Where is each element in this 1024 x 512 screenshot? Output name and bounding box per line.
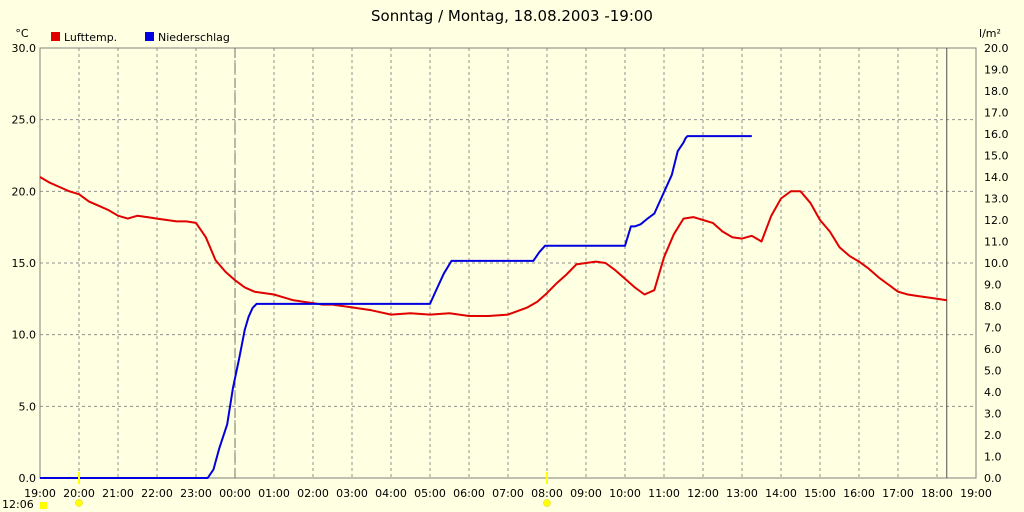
sun-marker-icon <box>543 499 551 507</box>
footer-label: 12:06 <box>2 498 34 511</box>
x-tick-label: 10:00 <box>609 487 641 500</box>
x-tick-label: 16:00 <box>843 487 875 500</box>
x-tick-label: 02:00 <box>297 487 329 500</box>
y-right-tick-label: 5.0 <box>984 365 1002 378</box>
y-left-unit: °C <box>15 27 29 40</box>
series-lines <box>39 135 947 479</box>
y-right-tick-label: 18.0 <box>984 85 1009 98</box>
y-right-tick-label: 0.0 <box>984 472 1002 485</box>
x-tick-label: 20:00 <box>63 487 95 500</box>
y-right-tick-label: 10.0 <box>984 257 1009 270</box>
y-right-tick-label: 8.0 <box>984 300 1002 313</box>
x-tick-label: 18:00 <box>921 487 953 500</box>
y-right-tick-label: 11.0 <box>984 236 1009 249</box>
y-right-tick-label: 15.0 <box>984 150 1009 163</box>
grid <box>40 48 976 478</box>
x-tick-label: 19:00 <box>960 487 992 500</box>
x-tick-label: 12:00 <box>687 487 719 500</box>
x-tick-label: 00:00 <box>219 487 251 500</box>
legend-label-niederschlag: Niederschlag <box>158 31 230 44</box>
x-tick-label: 11:00 <box>648 487 680 500</box>
x-tick-label: 23:00 <box>180 487 212 500</box>
x-tick-label: 06:00 <box>453 487 485 500</box>
y-left-tick-label: 10.0 <box>12 329 37 342</box>
y-right-tick-label: 13.0 <box>984 193 1009 206</box>
x-tick-label: 21:00 <box>102 487 134 500</box>
x-tick-label: 01:00 <box>258 487 290 500</box>
x-tick-label: 14:00 <box>765 487 797 500</box>
x-tick-label: 19:00 <box>24 487 56 500</box>
y-left-tick-label: 0.0 <box>19 472 37 485</box>
sun-marker-icon <box>75 499 83 507</box>
y-right-tick-label: 16.0 <box>984 128 1009 141</box>
legend-label-lufttemp: Lufttemp. <box>64 31 117 44</box>
series-line-niederschlag <box>40 135 752 479</box>
y-right-tick-label: 2.0 <box>984 429 1002 442</box>
y-right-tick-label: 3.0 <box>984 408 1002 421</box>
x-tick-label: 07:00 <box>492 487 524 500</box>
tick-labels: 0.0 5.0 10.0 15.0 20.0 25.0 30.0 0.0 1.0 2.0 3.0 4.… <box>12 42 1009 500</box>
y-right-tick-label: 19.0 <box>984 64 1009 77</box>
y-left-tick-label: 25.0 <box>12 114 37 127</box>
y-left-tick-label: 30.0 <box>12 42 37 55</box>
y-right-tick-label: 9.0 <box>984 279 1002 292</box>
y-right-tick-label: 1.0 <box>984 451 1002 464</box>
plot-frame <box>39 47 977 479</box>
y-right-tick-label: 4.0 <box>984 386 1002 399</box>
y-right-tick-label: 12.0 <box>984 214 1009 227</box>
y-right-tick-label: 20.0 <box>984 42 1009 55</box>
x-tick-label: 04:00 <box>375 487 407 500</box>
x-tick-label: 05:00 <box>414 487 446 500</box>
legend-swatch-lufttemp <box>51 32 60 41</box>
y-right-unit: l/m² <box>979 27 1001 40</box>
x-tick-label: 15:00 <box>804 487 836 500</box>
markers <box>40 472 551 509</box>
y-right-tick-label: 14.0 <box>984 171 1009 184</box>
chart-title: Sonntag / Montag, 18.08.2003 -19:00 <box>371 7 653 25</box>
y-left-tick-label: 20.0 <box>12 185 37 198</box>
axes <box>39 47 977 479</box>
x-tick-label: 22:00 <box>141 487 173 500</box>
x-tick-label: 17:00 <box>882 487 914 500</box>
series-line-lufttemp <box>39 176 947 317</box>
y-left-tick-label: 15.0 <box>12 257 37 270</box>
y-left-tick-label: 5.0 <box>19 400 37 413</box>
y-right-tick-label: 6.0 <box>984 343 1002 356</box>
y-right-tick-label: 17.0 <box>984 107 1009 120</box>
x-tick-label: 13:00 <box>726 487 758 500</box>
footer-sun-icon <box>40 502 47 509</box>
legend: Lufttemp. Niederschlag <box>51 31 230 44</box>
x-tick-label: 03:00 <box>336 487 368 500</box>
y-right-tick-label: 7.0 <box>984 322 1002 335</box>
x-tick-label: 09:00 <box>570 487 602 500</box>
legend-swatch-niederschlag <box>145 32 154 41</box>
x-tick-label: 08:00 <box>531 487 563 500</box>
